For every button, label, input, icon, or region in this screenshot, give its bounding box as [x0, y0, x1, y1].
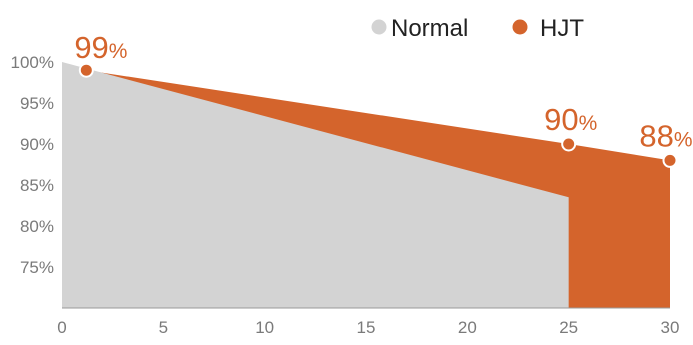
- y-tick-label: 80%: [20, 217, 54, 236]
- x-tick-label: 25: [559, 318, 578, 337]
- y-tick-label: 90%: [20, 135, 54, 154]
- x-axis-ticks: 0 5 10 15 20 25 30: [57, 318, 679, 337]
- x-tick-label: 5: [159, 318, 168, 337]
- x-tick-label: 0: [57, 318, 66, 337]
- legend-swatch: [371, 19, 387, 35]
- legend: Normal HJT: [371, 15, 584, 42]
- y-tick-label: 85%: [20, 176, 54, 195]
- normal-area: [62, 62, 569, 308]
- data-point-marker: [78, 62, 94, 78]
- legend-label: HJT: [540, 15, 584, 42]
- legend-label: Normal: [391, 15, 468, 42]
- data-labels: 99%90% 88%: [74, 30, 692, 153]
- y-tick-label: 100%: [11, 53, 54, 72]
- data-label-unit: %: [109, 40, 128, 63]
- x-tick-label: 15: [357, 318, 376, 337]
- data-label-unit: %: [579, 112, 598, 135]
- legend-swatch: [512, 19, 528, 35]
- data-label-value: 90: [544, 102, 578, 137]
- data-markers: [78, 62, 678, 168]
- y-tick-label: 75%: [20, 258, 54, 277]
- data-point-marker: [561, 136, 577, 152]
- data-point-marker: [662, 152, 678, 168]
- data-label-value: 99: [74, 30, 108, 65]
- data-label-value: 88: [639, 118, 673, 153]
- x-tick-label: 10: [255, 318, 274, 337]
- x-tick-label: 30: [661, 318, 680, 337]
- data-label: 88%: [639, 118, 692, 153]
- data-label: 90%: [544, 102, 597, 137]
- y-tick-label: 95%: [20, 94, 54, 113]
- y-axis-ticks: 100% 95% 90% 85% 80% 75%: [11, 53, 54, 277]
- data-label: 99%: [74, 30, 127, 65]
- data-label-unit: %: [674, 128, 693, 151]
- plot-areas: [62, 62, 670, 308]
- x-tick-label: 20: [458, 318, 477, 337]
